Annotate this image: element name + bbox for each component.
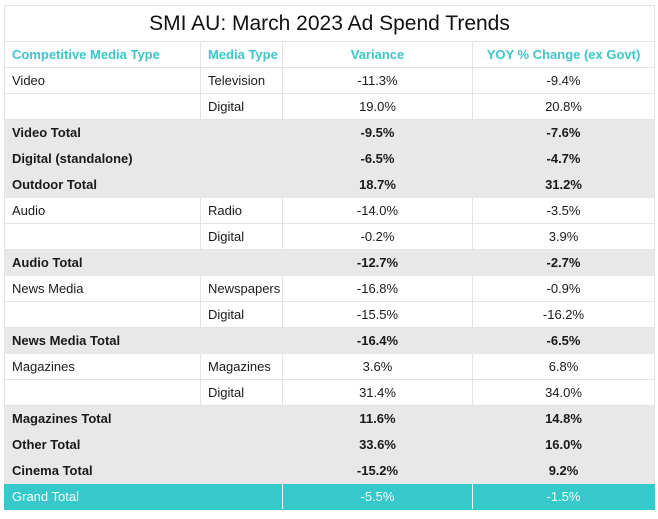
table-row: News Media Newspapers -16.8% -0.9% bbox=[4, 275, 656, 302]
total-row: Outdoor Total 18.7% 31.2% bbox=[4, 171, 656, 198]
grand-total-yoy: -1.5% bbox=[471, 483, 656, 510]
cell-variance: -14.0% bbox=[282, 197, 473, 224]
cell-media-type: Digital bbox=[200, 93, 283, 120]
cell-yoy-change: 16.0% bbox=[471, 431, 656, 458]
cell-yoy-change: -6.5% bbox=[471, 327, 656, 354]
cell-competitive-media-type: News Media Total bbox=[4, 327, 201, 354]
cell-yoy-change: 34.0% bbox=[471, 379, 656, 406]
cell-media-type bbox=[200, 145, 283, 172]
header-variance: Variance bbox=[282, 41, 473, 68]
ad-spend-table: SMI AU: March 2023 Ad Spend Trends Compe… bbox=[3, 5, 656, 510]
cell-competitive-media-type: News Media bbox=[4, 275, 201, 302]
cell-variance: -12.7% bbox=[282, 249, 473, 276]
cell-variance: -6.5% bbox=[282, 145, 473, 172]
cell-variance: -16.4% bbox=[282, 327, 473, 354]
cell-yoy-change: -2.7% bbox=[471, 249, 656, 276]
cell-media-type bbox=[200, 327, 283, 354]
cell-yoy-change: -4.7% bbox=[471, 145, 656, 172]
cell-media-type bbox=[200, 405, 283, 432]
total-row: Digital (standalone) -6.5% -4.7% bbox=[4, 145, 656, 172]
cell-yoy-change: -9.4% bbox=[471, 67, 656, 94]
total-row: Magazines Total 11.6% 14.8% bbox=[4, 405, 656, 432]
cell-competitive-media-type: Audio Total bbox=[4, 249, 201, 276]
cell-media-type: Newspapers bbox=[200, 275, 283, 302]
cell-media-type: Television bbox=[200, 67, 283, 94]
header-competitive-media-type: Competitive Media Type bbox=[4, 41, 201, 68]
cell-media-type: Digital bbox=[200, 301, 283, 328]
ad-spend-table-container: SMI AU: March 2023 Ad Spend Trends Compe… bbox=[3, 5, 656, 510]
cell-competitive-media-type: Digital (standalone) bbox=[4, 145, 201, 172]
cell-competitive-media-type: Video Total bbox=[4, 119, 201, 146]
cell-competitive-media-type bbox=[4, 379, 201, 406]
table-row: Digital 31.4% 34.0% bbox=[4, 379, 656, 406]
cell-competitive-media-type: Other Total bbox=[4, 431, 201, 458]
cell-variance: -15.2% bbox=[282, 457, 473, 484]
cell-competitive-media-type bbox=[4, 93, 201, 120]
cell-media-type: Magazines bbox=[200, 353, 283, 380]
cell-competitive-media-type: Audio bbox=[4, 197, 201, 224]
cell-variance: 31.4% bbox=[282, 379, 473, 406]
cell-yoy-change: -16.2% bbox=[471, 301, 656, 328]
table-row: Audio Radio -14.0% -3.5% bbox=[4, 197, 656, 224]
cell-competitive-media-type bbox=[4, 301, 201, 328]
header-row: Competitive Media Type Media Type Varian… bbox=[4, 41, 656, 68]
table-title: SMI AU: March 2023 Ad Spend Trends bbox=[3, 5, 656, 42]
cell-competitive-media-type: Outdoor Total bbox=[4, 171, 201, 198]
header-yoy-change: YOY % Change (ex Govt) bbox=[471, 41, 656, 68]
table-row: Digital 19.0% 20.8% bbox=[4, 93, 656, 120]
cell-competitive-media-type: Cinema Total bbox=[4, 457, 201, 484]
grand-total-row: Grand Total -5.5% -1.5% bbox=[4, 483, 656, 510]
cell-variance: -16.8% bbox=[282, 275, 473, 302]
cell-competitive-media-type: Magazines Total bbox=[4, 405, 201, 432]
cell-yoy-change: 31.2% bbox=[471, 171, 656, 198]
cell-media-type bbox=[200, 249, 283, 276]
cell-yoy-change: -7.6% bbox=[471, 119, 656, 146]
total-row: News Media Total -16.4% -6.5% bbox=[4, 327, 656, 354]
table-row: Digital -15.5% -16.2% bbox=[4, 301, 656, 328]
cell-yoy-change: 20.8% bbox=[471, 93, 656, 120]
table-row: Video Television -11.3% -9.4% bbox=[4, 67, 656, 94]
cell-media-type bbox=[200, 119, 283, 146]
total-row: Audio Total -12.7% -2.7% bbox=[4, 249, 656, 276]
cell-yoy-change: 6.8% bbox=[471, 353, 656, 380]
table-row: Digital -0.2% 3.9% bbox=[4, 223, 656, 250]
table-body: Video Television -11.3% -9.4% Digital 19.0% 20… bbox=[4, 67, 656, 484]
cell-variance: 3.6% bbox=[282, 353, 473, 380]
cell-yoy-change: -3.5% bbox=[471, 197, 656, 224]
cell-yoy-change: 9.2% bbox=[471, 457, 656, 484]
cell-media-type bbox=[200, 457, 283, 484]
cell-variance: -9.5% bbox=[282, 119, 473, 146]
grand-total-variance: -5.5% bbox=[282, 483, 473, 510]
cell-competitive-media-type bbox=[4, 223, 201, 250]
cell-variance: 19.0% bbox=[282, 93, 473, 120]
total-row: Video Total -9.5% -7.6% bbox=[4, 119, 656, 146]
cell-variance: -0.2% bbox=[282, 223, 473, 250]
cell-media-type: Radio bbox=[200, 197, 283, 224]
cell-yoy-change: -0.9% bbox=[471, 275, 656, 302]
cell-media-type: Digital bbox=[200, 223, 283, 250]
total-row: Cinema Total -15.2% 9.2% bbox=[4, 457, 656, 484]
cell-media-type bbox=[200, 431, 283, 458]
header-media-type: Media Type bbox=[200, 41, 283, 68]
cell-variance: 33.6% bbox=[282, 431, 473, 458]
cell-competitive-media-type: Video bbox=[4, 67, 201, 94]
cell-media-type: Digital bbox=[200, 379, 283, 406]
cell-yoy-change: 14.8% bbox=[471, 405, 656, 432]
cell-variance: 18.7% bbox=[282, 171, 473, 198]
cell-variance: -15.5% bbox=[282, 301, 473, 328]
total-row: Other Total 33.6% 16.0% bbox=[4, 431, 656, 458]
grand-total-label: Grand Total bbox=[4, 483, 283, 510]
cell-competitive-media-type: Magazines bbox=[4, 353, 201, 380]
cell-variance: -11.3% bbox=[282, 67, 473, 94]
cell-variance: 11.6% bbox=[282, 405, 473, 432]
cell-media-type bbox=[200, 171, 283, 198]
table-row: Magazines Magazines 3.6% 6.8% bbox=[4, 353, 656, 380]
cell-yoy-change: 3.9% bbox=[471, 223, 656, 250]
